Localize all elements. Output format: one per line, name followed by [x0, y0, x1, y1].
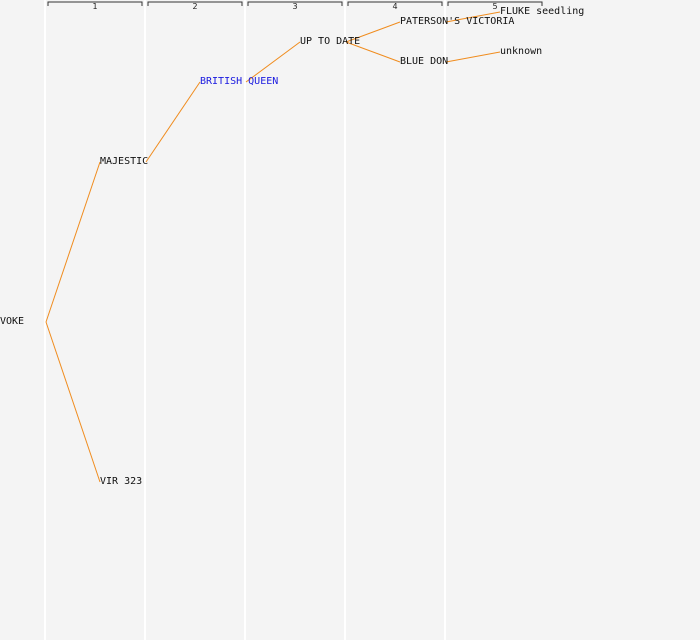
node-british-queen[interactable]: BRITISH QUEEN — [200, 76, 279, 87]
node-unknown[interactable]: unknown — [500, 46, 543, 57]
edge-blue-don-to-unknown — [445, 51, 501, 63]
pedigree-edges — [45, 11, 501, 483]
node-voke[interactable]: VOKE — [0, 316, 25, 327]
generation-bracket — [147, 1, 243, 6]
node-fluke-seedling[interactable]: FLUKE seedling — [500, 6, 585, 17]
node-patersons-victoria[interactable]: PATERSON'S VICTORIA — [400, 16, 515, 27]
node-vir-323[interactable]: VIR 323 — [100, 476, 143, 487]
edge-voke-to-vir-323 — [45, 321, 101, 483]
edge-patersons-victoria-to-fluke-seedling — [445, 11, 501, 23]
generation-bracket — [247, 1, 343, 6]
generation-label: 4 — [392, 2, 398, 11]
edge-up-to-date-to-blue-don — [345, 41, 401, 63]
node-up-to-date[interactable]: UP TO DATE — [300, 36, 361, 47]
node-majestic[interactable]: MAJESTIC — [100, 156, 149, 167]
generation-columns — [44, 0, 446, 640]
generation-label: 1 — [92, 2, 98, 11]
generation-brackets — [47, 1, 543, 6]
edge-majestic-to-british-queen — [145, 81, 201, 163]
generation-label: 5 — [492, 2, 498, 11]
generation-bracket — [447, 1, 543, 6]
generation-label: 3 — [292, 2, 298, 11]
edge-voke-to-majestic — [45, 161, 101, 323]
generation-bracket — [47, 1, 143, 6]
node-blue-don[interactable]: BLUE DON — [400, 56, 449, 67]
edge-up-to-date-to-patersons-victoria — [345, 21, 401, 43]
generation-label: 2 — [192, 2, 198, 11]
generation-bracket — [347, 1, 443, 6]
edge-british-queen-to-up-to-date — [245, 41, 301, 83]
